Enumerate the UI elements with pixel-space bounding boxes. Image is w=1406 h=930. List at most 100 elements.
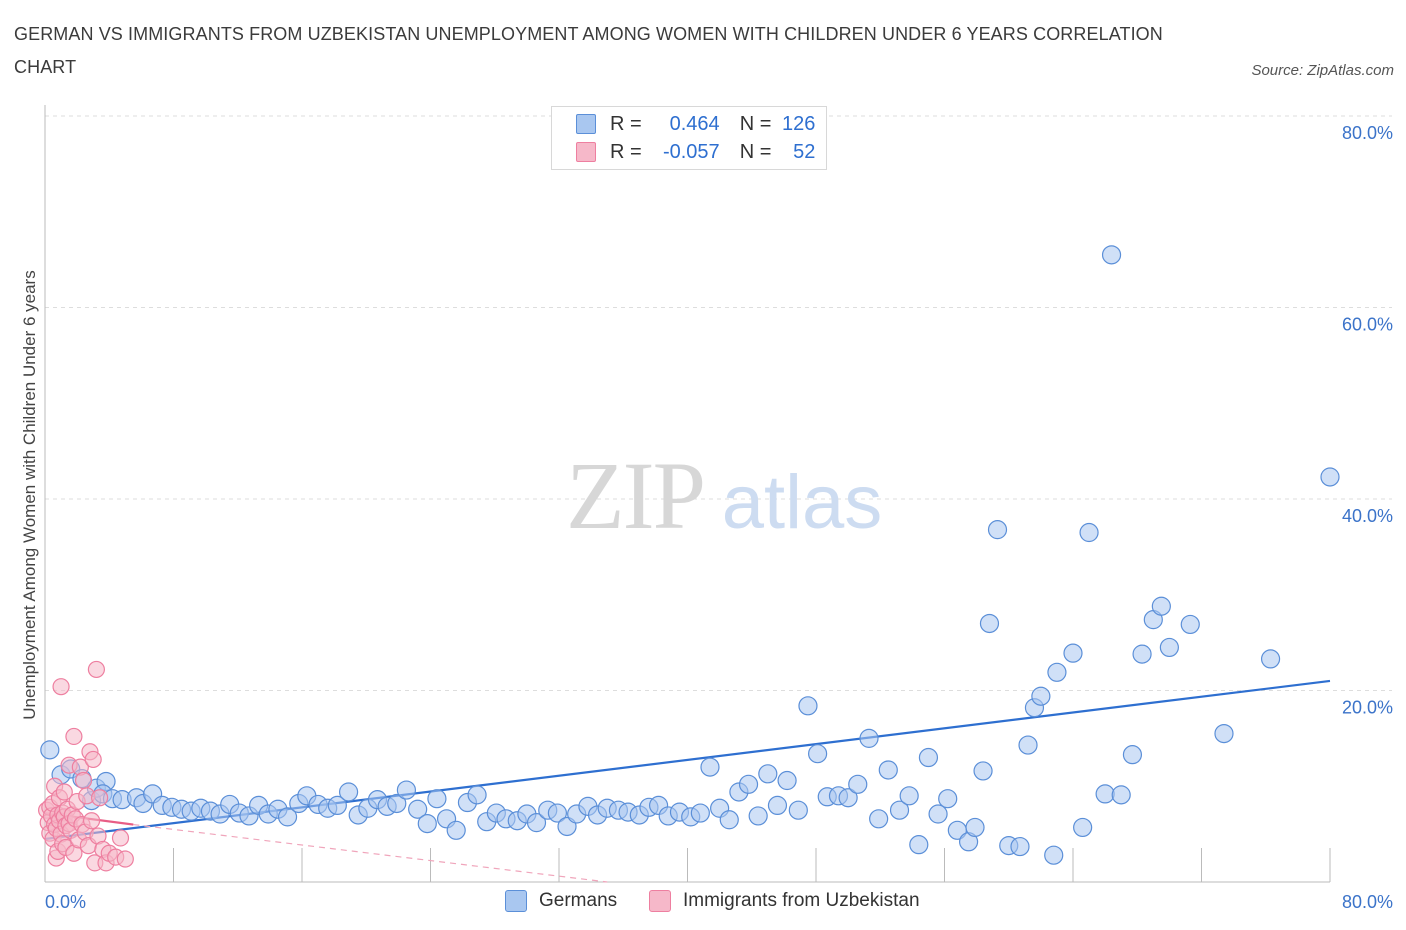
point-germans [878,760,898,780]
point-germans [700,757,720,777]
legend-r-label: R = [610,112,642,135]
point-germans [277,807,298,827]
point-germans [387,793,407,814]
point-uzbekistan [116,850,134,868]
point-uzbekistan [84,750,102,769]
watermark-zip: ZIP [566,442,704,549]
legend-r-label: R = [610,140,642,163]
point-germans [1151,596,1171,616]
legend-item-uzbekistan[interactable]: Immigrants from Uzbekistan [649,890,920,912]
point-germans [408,799,428,819]
point-germans [869,809,889,829]
y-tick-label: 20.0% [1342,698,1393,718]
point-germans [1159,637,1179,658]
point-uzbekistan [52,678,70,696]
point-germans [1101,245,1122,265]
point-germans [979,613,1000,634]
point-uzbekistan [87,660,106,679]
point-germans [40,740,60,760]
point-germans [1031,686,1051,706]
point-germans [690,803,710,823]
point-germans [526,813,547,833]
point-germans [899,786,919,806]
point-germans [889,800,910,820]
series-legend: Germans Immigrants from Uzbekistan [0,888,1406,916]
point-germans [338,782,359,802]
point-germans [909,835,929,855]
legend-label-germans: Germans [539,890,618,911]
point-germans [838,788,858,808]
point-germans [777,770,797,791]
point-germans [417,813,437,834]
point-germans [1063,643,1083,663]
point-germans [918,747,939,768]
x-tick-label-max: 80.0% [1342,892,1393,912]
legend-swatch-uzbekistan [576,142,596,162]
point-germans [1044,845,1064,865]
legend-r-value-uzbekistan: -0.057 [662,140,720,163]
point-uzbekistan [82,812,101,830]
x-tick-label-min: 0.0% [45,892,86,912]
point-germans [767,795,788,816]
legend-n-value-germans: 126 [782,112,816,135]
legend-item-germans[interactable]: Germans [505,890,617,912]
point-germans [1132,644,1152,664]
point-germans [987,520,1008,540]
legend-swatch-germans [505,890,527,912]
point-germans [938,789,958,809]
y-tick-label: 40.0% [1342,506,1393,526]
point-germans [848,774,868,794]
chart-title: GERMAN VS IMMIGRANTS FROM UZBEKISTAN UNE… [14,24,1163,77]
point-uzbekistan [65,727,83,746]
point-germans [808,744,828,764]
point-germans [758,764,778,784]
point-germans [1180,614,1200,635]
point-germans [973,761,993,781]
watermark-atlas: atlas [722,460,883,545]
point-germans [446,820,466,840]
point-germans [327,795,347,816]
point-germans [467,785,487,805]
y-tick-label: 60.0% [1342,315,1393,335]
point-uzbekistan [55,783,73,801]
point-germans [396,780,417,800]
y-tick-label: 80.0% [1342,123,1393,143]
legend-r-value-germans: 0.464 [669,112,720,135]
legend-label-uzbekistan: Immigrants from Uzbekistan [683,890,920,911]
point-germans [1320,467,1340,487]
point-germans [1079,522,1099,543]
point-germans [1073,817,1093,838]
point-germans [738,774,759,794]
point-germans [928,804,948,824]
legend-row-uzbekistan: R = -0.057 N = 52 [576,138,815,166]
point-germans [719,810,739,830]
point-uzbekistan [111,829,130,847]
point-germans [1111,785,1131,805]
point-germans [748,806,768,826]
point-germans [547,803,567,823]
point-germans [1122,745,1143,765]
stats-legend: R = 0.464 N = 126 R = -0.057 N = 52 [551,106,827,170]
legend-row-germans: R = 0.464 N = 126 [576,110,815,138]
point-germans [1047,662,1067,682]
point-germans [1018,735,1038,755]
point-germans [859,728,879,748]
legend-n-value-uzbekistan: 52 [793,140,816,163]
y-axis-label: Unemployment Among Women with Children U… [20,270,39,720]
legend-n-label: N = [739,112,772,135]
legend-swatch-germans [576,114,596,134]
point-germans [1095,784,1115,804]
point-germans [1260,649,1281,669]
point-germans [798,696,818,716]
point-germans [1214,723,1234,744]
legend-swatch-uzbekistan [649,890,671,912]
legend-n-label: N = [739,140,772,163]
trendline-uzbekistan-extension [133,823,608,883]
point-germans [427,789,447,809]
point-germans [1010,836,1030,857]
point-uzbekistan [91,789,109,807]
point-germans [788,800,808,820]
point-uzbekistan [74,771,93,790]
point-germans [965,817,985,838]
